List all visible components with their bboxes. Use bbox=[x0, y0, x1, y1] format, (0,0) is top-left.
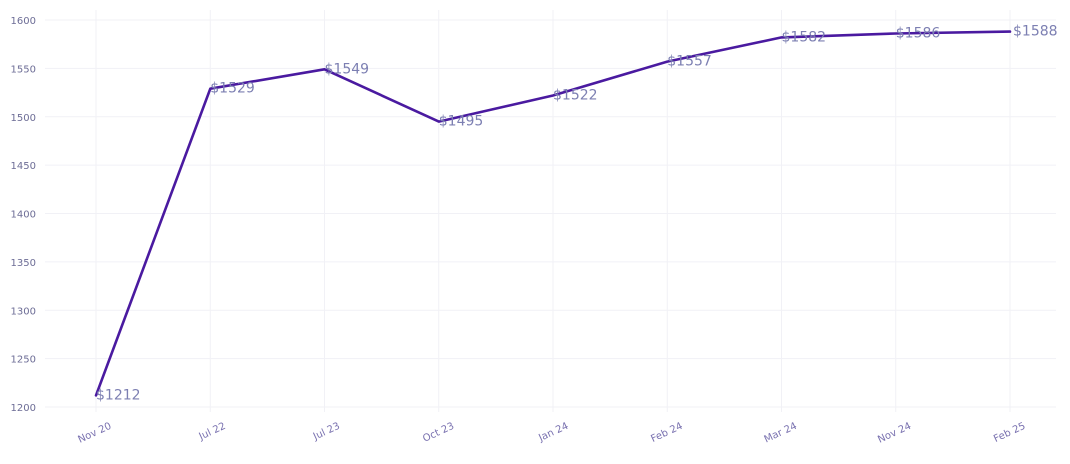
data-label: $1549 bbox=[325, 61, 370, 77]
data-label: $1529 bbox=[210, 81, 255, 97]
x-axis: Nov 20 Jul 22 Jul 23 Oct 23 Jan 24 Feb 24 Mar … bbox=[77, 421, 1028, 446]
y-tick-label: 1250 bbox=[11, 355, 36, 366]
x-tick-label: Jul 23 bbox=[311, 421, 342, 443]
data-label: $1212 bbox=[96, 387, 141, 403]
price-line bbox=[94, 30, 1012, 397]
y-tick-label: 1350 bbox=[11, 258, 36, 269]
data-labels: $1212 $1529 $1549 $1495 $1522 $1557 $1582 $1586… bbox=[96, 24, 1058, 404]
x-tick-label: Jan 24 bbox=[536, 421, 570, 445]
y-tick-label: 1600 bbox=[11, 16, 36, 27]
y-axis: 1200 1250 1300 1350 1400 1450 1500 1550 1600 bbox=[11, 16, 36, 414]
y-tick-label: 1550 bbox=[11, 64, 36, 75]
data-label: $1586 bbox=[896, 26, 941, 42]
x-tick-label: Oct 23 bbox=[421, 421, 456, 445]
data-label: $1588 bbox=[1013, 24, 1058, 40]
data-label: $1557 bbox=[667, 54, 712, 70]
vertical-gridlines bbox=[95, 10, 1011, 412]
data-label: $1495 bbox=[439, 114, 484, 130]
y-tick-label: 1400 bbox=[11, 210, 36, 221]
horizontal-gridlines bbox=[45, 19, 1056, 408]
x-tick-label: Nov 20 bbox=[77, 421, 114, 446]
y-tick-label: 1500 bbox=[11, 113, 36, 124]
x-tick-label: Jul 22 bbox=[197, 421, 228, 443]
x-tick-label: Mar 24 bbox=[763, 421, 799, 446]
data-label: $1522 bbox=[553, 87, 598, 103]
x-tick-label: Feb 25 bbox=[992, 421, 1027, 445]
x-tick-label: Feb 24 bbox=[649, 421, 684, 445]
x-tick-label: Nov 24 bbox=[876, 421, 913, 446]
y-tick-label: 1300 bbox=[11, 306, 36, 317]
y-tick-label: 1450 bbox=[11, 161, 36, 172]
data-label: $1582 bbox=[782, 29, 827, 45]
y-tick-label: 1200 bbox=[11, 403, 36, 414]
